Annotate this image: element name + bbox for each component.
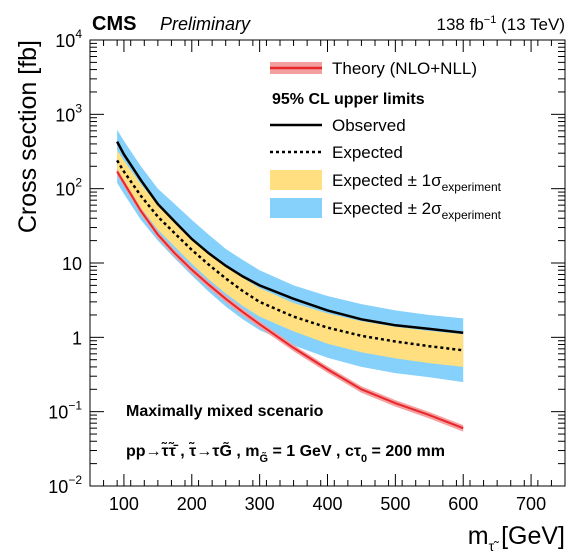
y-tick-label: 10−1 [48,399,82,423]
y-tick-base: 10 [55,105,75,125]
x-tick-label: 200 [177,494,207,514]
legend-2sigma-main: Expected ± 2σ [332,199,442,218]
legend-1sigma-sub: experiment [442,180,502,194]
observed-line [115,141,464,335]
x-axis-title-main: m [468,522,489,550]
limit-curves [115,141,464,430]
y-tick-exponent: −1 [68,399,82,413]
plot-area: 100 200 300 400 500 600 70010−210−111010210310… [48,27,566,514]
theory-line [116,170,464,430]
legend-2sigma-swatch [270,198,322,218]
legend-2sigma-label: Expected ± 2σexperiment [332,199,502,222]
process-sub-a: G̃ [259,452,268,465]
legend-theory-label: Theory (NLO+NLL) [332,59,477,78]
expected-2sigma-band-area [117,129,464,383]
y-tick-label: 10−2 [48,473,82,497]
x-tick-label: 300 [245,494,275,514]
legend-1sigma-swatch [270,170,322,190]
y-tick-exponent: 2 [75,176,82,190]
scenario-annotation: Maximally mixed scenario [126,403,324,420]
x-tick-label: 700 [516,494,546,514]
y-axis-title: Cross section [fb] [14,40,42,233]
status-label: Preliminary [160,14,251,34]
y-tick-label: 103 [55,101,82,125]
y-tick-base: 10 [55,31,75,51]
energy-label: (13 TeV) [496,15,565,34]
y-tick-label: 1 [72,328,82,348]
process-text-a: pp→τ̃τ̃̄ , τ̃→τG̃ , m [126,440,259,460]
y-tick-exponent: −2 [68,473,82,487]
legend: Theory (NLO+NLL) 95% CL upper limits Obs… [270,59,502,222]
process-annotation: pp→τ̃τ̃̄ , τ̃→τG̃ , mG̃ = 1 GeV , cτ0 = … [126,440,445,465]
y-tick-base: 10 [48,403,68,423]
x-tick-label: 100 [109,494,139,514]
x-axis-title-unit: [GeV] [494,522,565,550]
legend-observed-label: Observed [332,116,406,135]
y-tick-label: 104 [55,27,82,51]
experiment-label: CMS [92,13,136,35]
y-tick-exponent: 4 [75,27,82,41]
x-axis-title: mτ̃ [GeV] [468,522,565,554]
lumi-exponent: −1 [484,14,497,26]
y-tick-base: 10 [48,477,68,497]
y-tick-label: 102 [55,176,82,200]
y-tick-base: 10 [55,180,75,200]
legend-1sigma-label: Expected ± 1σexperiment [332,171,502,194]
process-sub-b: 0 [361,453,367,465]
x-tick-label: 600 [448,494,478,514]
lumi-value: 138 fb [437,15,484,34]
legend-expected-label: Expected [332,143,403,162]
x-axis-title-sub: τ̃ [489,538,500,554]
x-tick-label: 400 [312,494,342,514]
axis-ticks: 100 200 300 400 500 600 70010−210−111010210310… [48,27,566,514]
legend-heading: 95% CL upper limits [272,91,425,108]
legend-1sigma-main: Expected ± 1σ [332,171,442,190]
y-tick-label: 10 [62,254,82,274]
y-tick-exponent: 3 [75,101,82,115]
expected-line [116,159,464,352]
process-text-c: = 200 mm [367,443,445,460]
x-tick-label: 500 [380,494,410,514]
process-text-b: = 1 GeV , cτ [268,443,361,460]
legend-2sigma-sub: experiment [442,208,502,222]
expected-2sigma-band [117,129,464,383]
luminosity-label: 138 fb−1 (13 TeV) [437,14,565,34]
